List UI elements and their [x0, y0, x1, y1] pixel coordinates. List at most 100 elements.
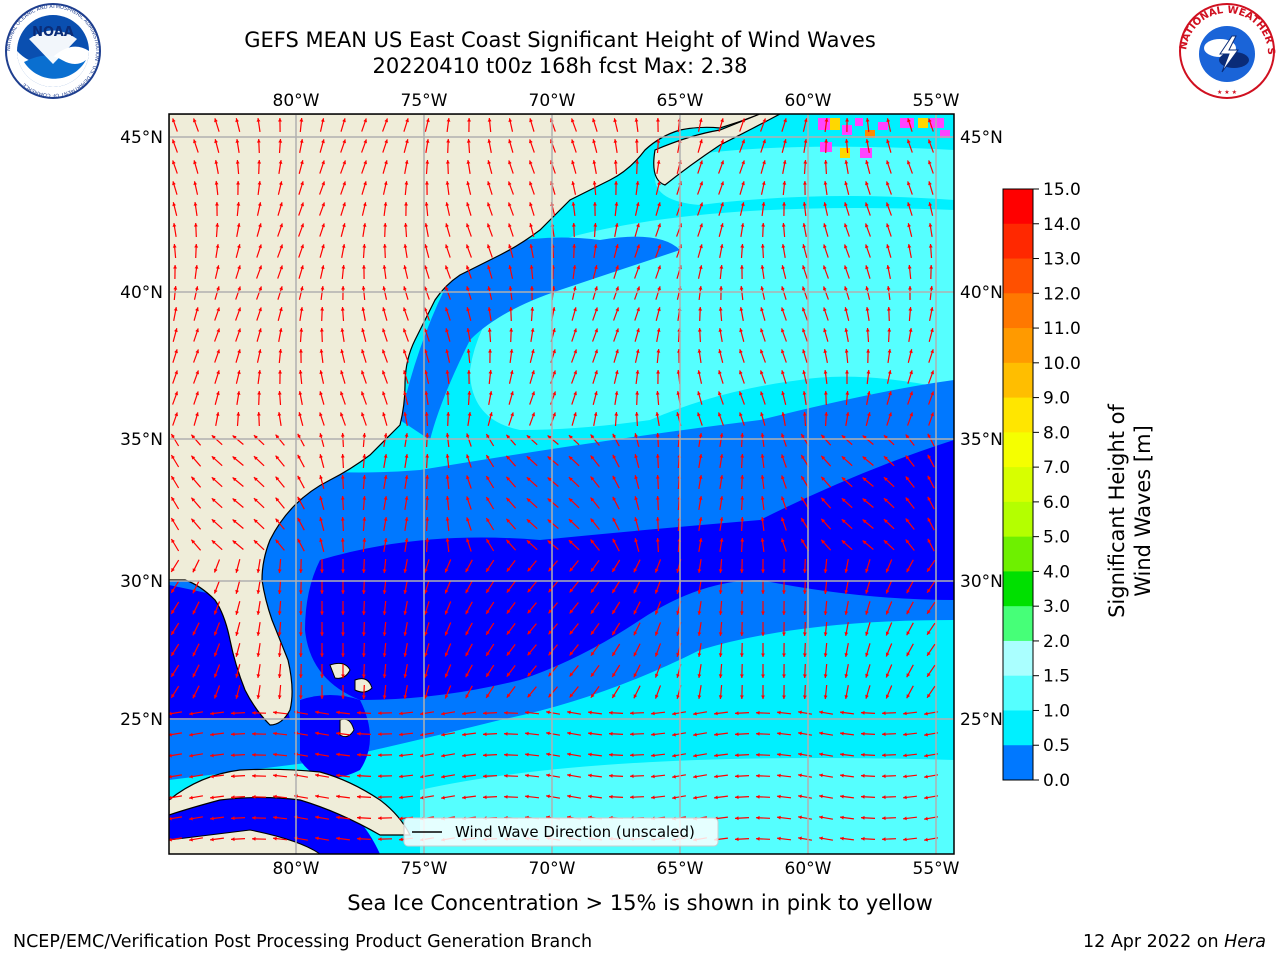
wind-arrow-head	[588, 731, 592, 736]
wind-arrow-head	[823, 286, 827, 291]
wind-arrow-head	[802, 202, 807, 206]
wind-arrow-head	[590, 518, 595, 523]
wind-arrow-head	[547, 519, 552, 524]
wind-arrow-head	[802, 307, 806, 312]
wind-arrow-head	[720, 223, 724, 228]
wind-arrow-head	[907, 265, 912, 269]
wind-arrow-head	[489, 412, 493, 417]
wind-arrow-head	[383, 538, 388, 542]
wind-arrow-head	[929, 265, 933, 269]
wind-arrow-head	[445, 160, 450, 164]
wind-arrow-head	[487, 307, 492, 311]
wind-arrow-head	[383, 202, 388, 206]
wind-arrow-head	[216, 391, 220, 396]
wave-zone-low	[300, 695, 370, 778]
wind-arrow-head	[844, 160, 849, 164]
wind-arrow-head	[798, 815, 802, 820]
wind-arrow-head	[383, 181, 388, 185]
north-america-land	[169, 114, 761, 726]
wind-arrow-head	[382, 674, 387, 678]
lat-tick-left: 40°N	[120, 283, 163, 303]
wind-arrow-head	[252, 795, 256, 799]
wind-arrow-head	[590, 434, 595, 439]
wind-arrow-head	[467, 118, 471, 122]
wind-arrow-head	[363, 139, 367, 144]
wind-arrow-head	[798, 752, 802, 757]
wind-arrow-head	[927, 588, 931, 593]
wind-arrow-head	[821, 434, 826, 439]
wind-arrow-head	[424, 391, 429, 395]
wind-arrow-head	[697, 370, 702, 374]
wind-arrow-head	[781, 391, 785, 396]
wind-arrow-head	[886, 118, 891, 122]
wind-arrow-head	[906, 568, 910, 573]
wind-arrow-head	[399, 732, 403, 737]
wind-arrow-head	[552, 391, 556, 396]
wind-arrow-head	[527, 651, 532, 656]
wind-arrow-head	[655, 673, 659, 678]
wind-arrow-head	[231, 774, 235, 779]
wind-arrow-head	[508, 118, 513, 122]
wind-arrow-head	[781, 328, 785, 333]
wind-arrow-head	[590, 651, 595, 656]
wind-arrow-head	[526, 435, 531, 440]
wind-arrow-head	[342, 202, 346, 207]
wind-arrow-head	[718, 412, 722, 417]
wind-arrow-head	[172, 223, 177, 227]
wind-arrow-head	[467, 412, 472, 416]
wind-arrow-head	[362, 223, 367, 227]
noaa-wordmark: NOAA	[32, 25, 74, 40]
wind-arrow-head	[319, 517, 323, 522]
wind-arrow-head	[466, 538, 470, 543]
wind-arrow-head	[235, 160, 240, 164]
wind-arrow-head	[865, 328, 870, 332]
lon-tick-top: 55°W	[913, 91, 960, 111]
wind-arrow-head	[277, 611, 282, 615]
wind-arrow-head	[633, 589, 638, 594]
wind-arrow-head	[299, 695, 303, 699]
wind-arrow-head	[278, 139, 283, 143]
wind-arrow-head	[819, 836, 823, 841]
wind-arrow-head	[885, 652, 890, 657]
wind-arrow-head	[569, 630, 574, 635]
wind-arrow-head	[615, 244, 619, 249]
wind-arrow-head	[210, 774, 214, 779]
wind-arrow-head	[504, 753, 508, 757]
wind-arrow-head	[382, 632, 387, 636]
wind-arrow-head	[781, 223, 786, 227]
wind-arrow-head	[278, 181, 283, 185]
wind-arrow-head	[216, 286, 220, 291]
wind-arrow-head	[823, 202, 828, 206]
wind-arrow-head	[886, 202, 890, 207]
wind-arrow-head	[720, 118, 724, 123]
wind-arrow-head	[235, 118, 239, 123]
wind-arrow-head	[614, 202, 619, 206]
wind-arrow-head	[719, 244, 724, 248]
wind-arrow-head	[571, 223, 576, 227]
wind-arrow-head	[927, 475, 932, 480]
wind-arrow-head	[756, 710, 760, 715]
wind-arrow-head	[718, 590, 723, 594]
wind-arrow-head	[275, 455, 280, 460]
wind-arrow-head	[336, 731, 340, 736]
lon-tick-bottom: 60°W	[785, 859, 832, 879]
lon-tick-bottom: 80°W	[273, 859, 320, 879]
wind-arrow-head	[740, 454, 745, 458]
wind-arrow-head	[277, 695, 282, 699]
wind-arrow-head	[698, 307, 703, 311]
wind-arrow-head	[529, 139, 533, 144]
wind-arrow-head	[672, 795, 676, 800]
wind-arrow-head	[905, 539, 910, 544]
wind-arrow-head	[232, 519, 237, 524]
wind-arrow-head	[273, 752, 277, 757]
wind-arrow-head	[361, 653, 366, 657]
wind-arrow-head	[905, 476, 910, 481]
wind-arrow-head	[630, 753, 634, 757]
colorbar-swatch	[1003, 293, 1033, 329]
wind-arrow-head	[740, 433, 745, 437]
wind-arrow-head	[552, 370, 556, 375]
wind-arrow-head	[651, 795, 655, 800]
wind-arrow-head	[655, 568, 659, 573]
wind-arrow-head	[279, 223, 283, 228]
wind-arrow-head	[426, 118, 430, 123]
